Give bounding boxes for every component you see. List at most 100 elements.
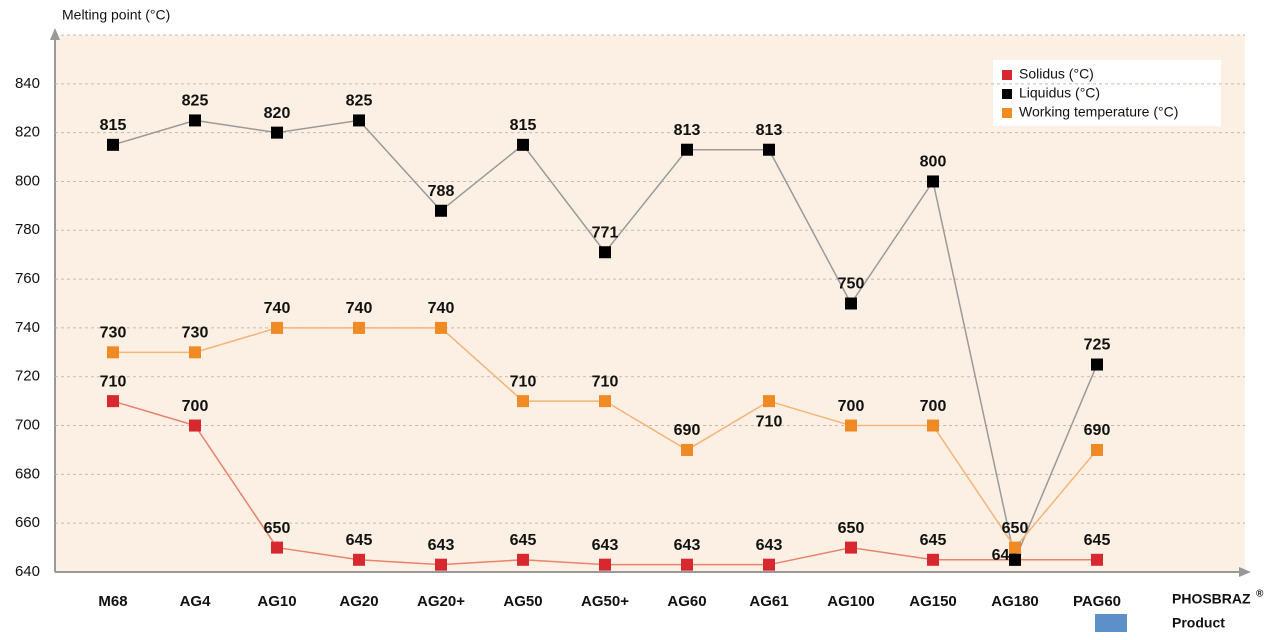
value-label: 710 (100, 373, 127, 390)
x-tick-label: AG50 (503, 593, 542, 610)
point (845, 542, 857, 554)
value-label: 740 (428, 300, 455, 317)
value-label: 690 (674, 422, 701, 439)
value-label: 643 (592, 537, 619, 554)
y-tick-label: 780 (15, 221, 40, 238)
y-tick-label: 700 (15, 417, 40, 434)
point (435, 322, 447, 334)
x-tick-label: PAG60 (1073, 593, 1121, 610)
value-label: 800 (920, 154, 947, 171)
point (1009, 554, 1021, 566)
value-label: 815 (510, 117, 537, 134)
legend-label: Working temperature (°C) (1019, 104, 1178, 120)
point (353, 554, 365, 566)
value-label: 700 (920, 398, 947, 415)
point (271, 542, 283, 554)
page: Melting point (°C) PHOSBRAZ ® Product 64… (0, 0, 1270, 640)
point (681, 144, 693, 156)
point (189, 346, 201, 358)
point (517, 395, 529, 407)
legend-label: Solidus (°C) (1019, 66, 1094, 82)
value-label: 700 (838, 398, 865, 415)
point (1091, 359, 1103, 371)
value-label: 815 (100, 117, 127, 134)
point (435, 205, 447, 217)
x-axis-label: Product (1172, 615, 1225, 631)
value-label: 750 (838, 276, 865, 293)
y-tick-label: 840 (15, 75, 40, 92)
legend-label: Liquidus (°C) (1019, 85, 1100, 101)
point (845, 420, 857, 432)
x-tick-label: AG20 (339, 593, 378, 610)
value-label: 643 (756, 537, 783, 554)
value-label: 788 (428, 183, 455, 200)
value-label: 820 (264, 105, 291, 122)
x-tick-label: AG180 (991, 593, 1039, 610)
point (599, 246, 611, 258)
x-tick-label: AG60 (667, 593, 706, 610)
point (189, 114, 201, 126)
value-label: 710 (756, 413, 783, 430)
value-label: 650 (1002, 520, 1029, 537)
value-label: 710 (510, 373, 537, 390)
point (107, 139, 119, 151)
point (763, 144, 775, 156)
y-axis-label: Melting point (°C) (62, 7, 170, 23)
x-tick-label: AG61 (749, 593, 788, 610)
y-tick-label: 800 (15, 172, 40, 189)
value-label: 710 (592, 373, 619, 390)
value-label: 690 (1084, 422, 1111, 439)
value-label: 645 (920, 532, 947, 549)
y-tick-label: 660 (15, 514, 40, 531)
x-tick-label: AG4 (180, 593, 212, 610)
legend-swatch (1002, 89, 1012, 99)
point (517, 139, 529, 151)
x-tick-label: AG150 (909, 593, 957, 610)
y-tick-label: 740 (15, 319, 40, 336)
x-axis-mark: ® (1256, 589, 1264, 600)
value-label: 771 (592, 224, 619, 241)
x-tick-label: AG50+ (581, 593, 629, 610)
point (845, 298, 857, 310)
value-label: 650 (264, 520, 291, 537)
logo (1095, 614, 1127, 632)
point (107, 395, 119, 407)
x-tick-label: AG20+ (417, 593, 465, 610)
point (353, 322, 365, 334)
chart: Melting point (°C) PHOSBRAZ ® Product 64… (0, 0, 1270, 635)
value-label: 730 (182, 325, 209, 342)
value-label: 813 (674, 122, 701, 139)
point (271, 322, 283, 334)
point (681, 444, 693, 456)
x-axis-brand: PHOSBRAZ (1172, 591, 1251, 607)
y-tick-label: 820 (15, 124, 40, 141)
point (435, 559, 447, 571)
y-tick-label: 680 (15, 465, 40, 482)
point (353, 114, 365, 126)
point (927, 554, 939, 566)
point (271, 127, 283, 139)
y-arrow (50, 28, 60, 40)
x-tick-label: AG100 (827, 593, 875, 610)
value-label: 643 (674, 537, 701, 554)
y-tick-label: 760 (15, 270, 40, 287)
point (1009, 542, 1021, 554)
value-label: 730 (100, 325, 127, 342)
point (763, 395, 775, 407)
x-tick-label: AG10 (257, 593, 296, 610)
point (681, 559, 693, 571)
point (763, 559, 775, 571)
point (927, 420, 939, 432)
y-tick-label: 720 (15, 368, 40, 385)
point (927, 175, 939, 187)
legend-swatch (1002, 70, 1012, 80)
value-label: 813 (756, 122, 783, 139)
point (599, 395, 611, 407)
value-label: 725 (1084, 337, 1111, 354)
value-label: 645 (346, 532, 373, 549)
value-label: 645 (510, 532, 537, 549)
value-label: 650 (838, 520, 865, 537)
point (1091, 554, 1103, 566)
value-label: 825 (346, 93, 373, 110)
point (1091, 444, 1103, 456)
